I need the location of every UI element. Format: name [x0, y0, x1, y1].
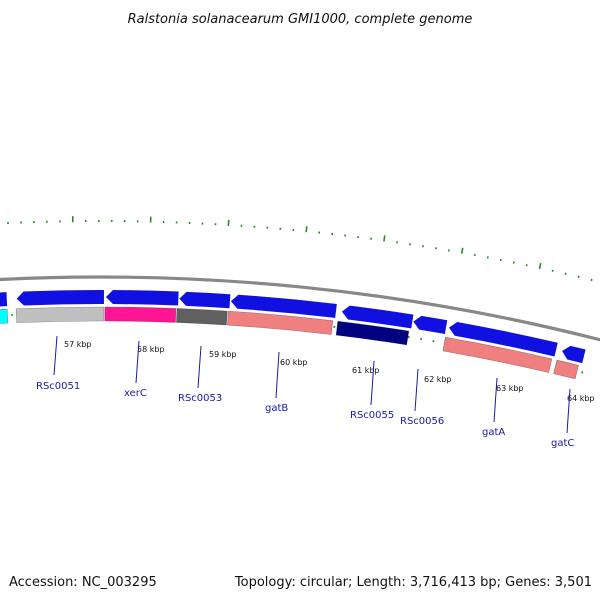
gene-block[interactable] [553, 359, 579, 380]
gene-label-gata[interactable]: gatA [482, 427, 505, 438]
gene-label-gatb[interactable]: gatB [265, 403, 288, 414]
kbp-label: 63 kbp [496, 384, 524, 393]
gene-leader-line [53, 335, 58, 376]
kbp-label: 57 kbp [64, 340, 92, 349]
gene-leader-line [197, 345, 202, 389]
gene-label-rsc0055[interactable]: RSc0055 [350, 410, 394, 421]
gene-leader-line [370, 360, 375, 406]
gene-block[interactable] [104, 306, 177, 323]
tick-mark [538, 262, 542, 270]
gene-label-rsc0056[interactable]: RSc0056 [400, 416, 444, 427]
forward-gene-arrow[interactable] [105, 290, 179, 306]
gene-block[interactable] [335, 320, 410, 346]
forward-gene-arrow[interactable] [0, 292, 8, 307]
gene-leader-line [135, 340, 140, 384]
genome-backbone [0, 275, 600, 342]
forward-gene-arrow[interactable] [341, 305, 414, 329]
gene-leader-line [275, 351, 280, 399]
gene-block[interactable] [442, 336, 553, 373]
gene-block[interactable] [227, 310, 334, 335]
kbp-label: 61 kbp [352, 366, 380, 375]
gene-label-rsc0051[interactable]: RSc0051 [36, 381, 80, 392]
gene-block[interactable] [0, 308, 9, 324]
kbp-label: 58 kbp [137, 345, 165, 354]
backbone-line [0, 275, 600, 342]
forward-gene-arrow[interactable] [16, 290, 104, 306]
gene-track [0, 290, 586, 380]
kbp-label: 64 kbp [567, 394, 595, 403]
gene-leader-line [493, 377, 498, 423]
accession-text: Accession: NC_003295 [9, 575, 157, 590]
kbp-label: 60 kbp [280, 358, 308, 367]
forward-gene-arrow[interactable] [562, 345, 586, 364]
tick-mark [460, 247, 464, 254]
gene-block[interactable] [176, 308, 228, 326]
label-layer: 57 kbp 58 kbp 59 kbp 60 kbp 61 kbp 62 kbp 63 k… [36, 335, 595, 449]
forward-gene-arrow[interactable] [230, 294, 337, 318]
forward-gene-arrow[interactable] [179, 291, 231, 309]
gene-leader-line [414, 368, 419, 412]
kbp-label: 62 kbp [424, 375, 452, 384]
gene-label-gatc[interactable]: gatC [551, 438, 574, 449]
gene-label-rsc0053[interactable]: RSc0053 [178, 393, 222, 404]
tick-mark [383, 235, 386, 242]
genome-summary-text: Topology: circular; Length: 3,716,413 bp… [234, 575, 592, 590]
forward-gene-arrow[interactable] [413, 315, 448, 335]
genome-title: Ralstonia solanacearum GMI1000, complete… [128, 12, 473, 27]
gene-block[interactable] [15, 306, 105, 324]
gene-leader-line [566, 388, 571, 434]
tick-mark [305, 226, 308, 233]
kbp-label: 59 kbp [209, 350, 237, 359]
gene-label-xerc[interactable]: xerC [124, 388, 147, 399]
forward-gene-arrow[interactable] [449, 321, 558, 357]
